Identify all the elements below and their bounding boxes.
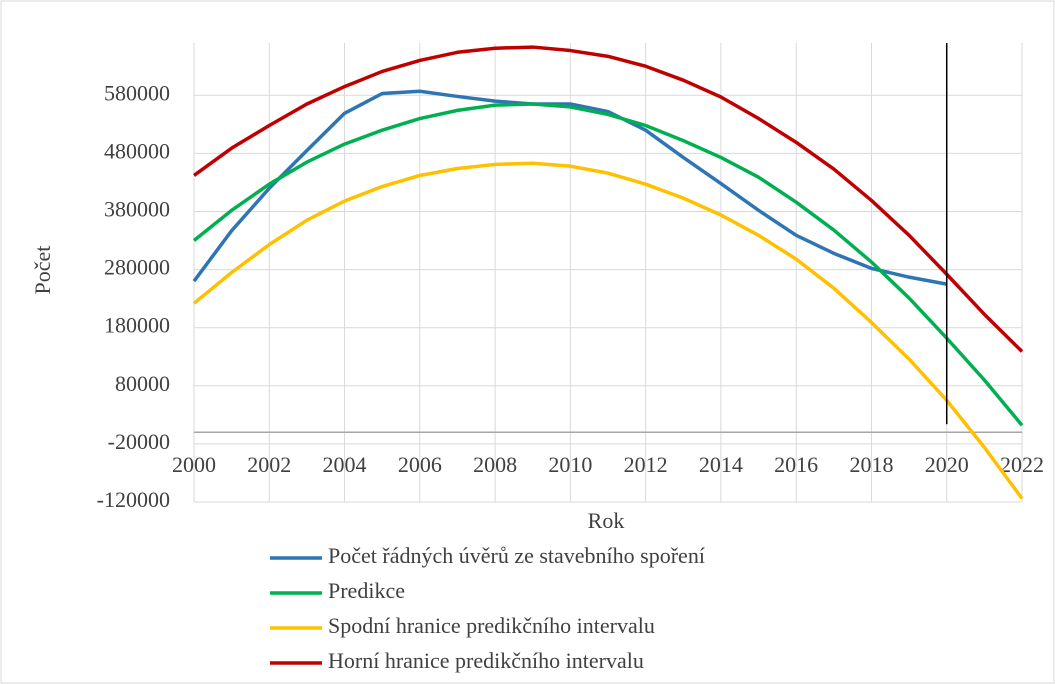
- x-tick-label: 2020: [925, 452, 969, 477]
- y-tick-label: -20000: [108, 429, 170, 454]
- x-tick-label: 2008: [473, 452, 517, 477]
- x-tick-label: 2010: [548, 452, 592, 477]
- x-tick-label: 2006: [398, 452, 442, 477]
- y-tick-label: 80000: [115, 371, 170, 396]
- y-axis-title: Počet: [30, 246, 55, 295]
- x-tick-label: 2004: [323, 452, 367, 477]
- x-tick-label: 2002: [247, 452, 291, 477]
- series-line: [192, 161, 1024, 500]
- y-tick-label: 280000: [104, 255, 170, 280]
- y-tick-label: -120000: [97, 487, 170, 512]
- x-tick-label: 2012: [624, 452, 668, 477]
- x-tick-label: 2022: [1000, 452, 1044, 477]
- x-tick-label: 2000: [172, 452, 216, 477]
- x-axis-title: Rok: [588, 508, 625, 533]
- series-line: [192, 89, 948, 286]
- legend-label: Horní hranice predikčního intervalu: [328, 648, 644, 673]
- legend-label: Predikce: [328, 578, 405, 603]
- x-tick-label: 2016: [774, 452, 818, 477]
- y-tick-label: 180000: [104, 313, 170, 338]
- y-tick-label: 380000: [104, 197, 170, 222]
- series-line: [192, 102, 1024, 427]
- y-tick-label: 480000: [104, 138, 170, 163]
- legend-label: Spodní hranice predikčního intervalu: [328, 613, 655, 638]
- x-tick-label: 2014: [699, 452, 743, 477]
- legend-label: Počet řádných úvěrů ze stavebního spořen…: [328, 543, 705, 568]
- y-tick-label: 580000: [104, 80, 170, 105]
- series-line: [192, 45, 1024, 353]
- x-tick-label: 2018: [849, 452, 893, 477]
